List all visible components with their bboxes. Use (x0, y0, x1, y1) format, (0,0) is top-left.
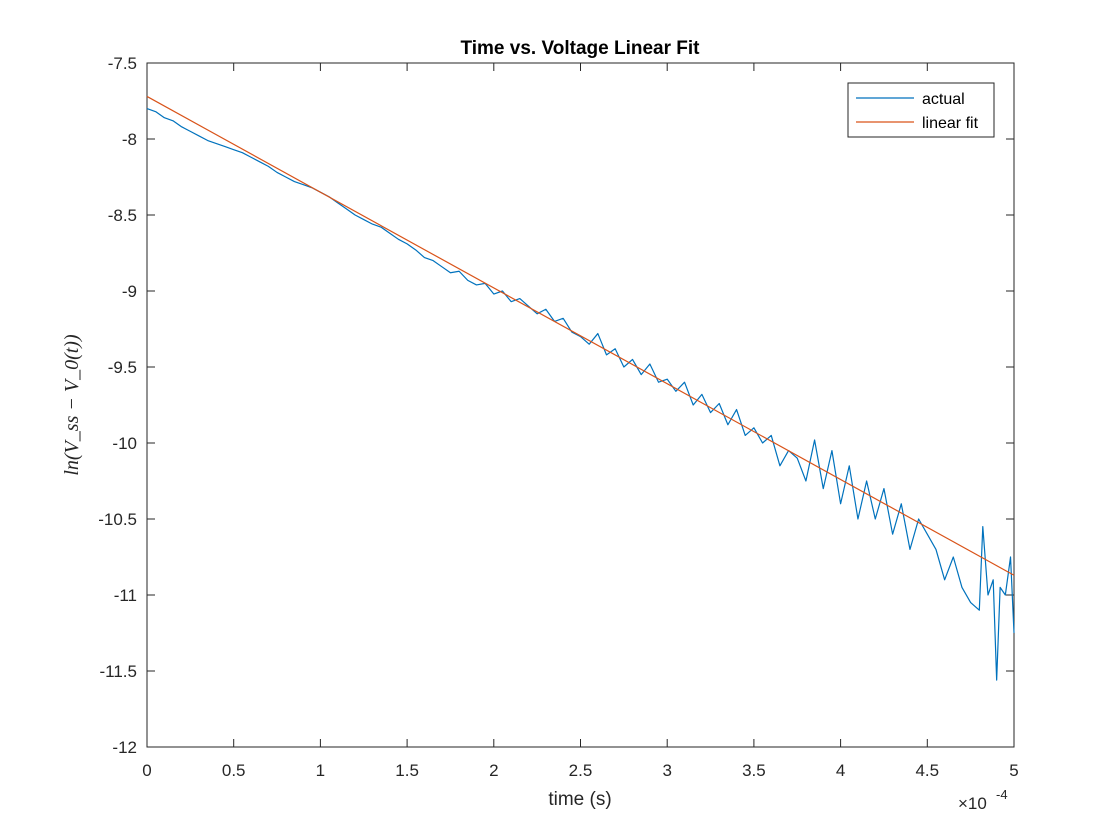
y-tick-label: -11.5 (100, 662, 138, 681)
x-tick-label: 2 (489, 761, 498, 780)
x-multiplier-exponent: -4 (996, 787, 1008, 802)
legend-label: linear fit (922, 115, 979, 132)
y-axis-label: ln(V_ss − V_0(t)) (61, 334, 83, 476)
y-tick-label: -10 (112, 434, 137, 453)
x-tick-label: 5 (1009, 761, 1018, 780)
y-tick-label: -9 (122, 282, 137, 301)
chart-title: Time vs. Voltage Linear Fit (461, 38, 701, 59)
x-tick-label: 1.5 (395, 761, 419, 780)
y-tick-label: -10.5 (98, 510, 137, 529)
series-line-linear-fit (146, 95, 1015, 576)
legend-box (847, 82, 995, 138)
y-tick-label: -9.5 (108, 358, 137, 377)
x-tick-label: 4 (836, 761, 845, 780)
y-tick-label: -7.5 (108, 54, 137, 73)
x-tick-label: 3.5 (742, 761, 766, 780)
x-tick-label: 4.5 (915, 761, 939, 780)
x-axis-label: time (s) (548, 789, 611, 810)
legend-label: actual (922, 91, 965, 108)
plot-area: 0 0.5 1 1.5 2 2.5 3 3.5 4 4.5 5 -12 -11.5 -11 -10.5 -10… (98, 54, 1018, 780)
x-multiplier-base: ×10 (958, 794, 987, 813)
y-tick-label: -12 (112, 738, 137, 757)
series-line-actual (146, 108, 1015, 681)
legend: actual linear fit (847, 82, 995, 138)
x-tick-label: 1 (316, 761, 325, 780)
x-tick-label: 0.5 (222, 761, 246, 780)
x-tick-label: 2.5 (569, 761, 593, 780)
x-tick-label: 3 (662, 761, 671, 780)
y-tick-label: -8 (122, 130, 137, 149)
x-multiplier: ×10 -4 (958, 787, 1008, 813)
y-tick-label: -11 (114, 586, 137, 605)
x-tick-label: 0 (142, 761, 151, 780)
y-tick-label: -8.5 (108, 206, 137, 225)
